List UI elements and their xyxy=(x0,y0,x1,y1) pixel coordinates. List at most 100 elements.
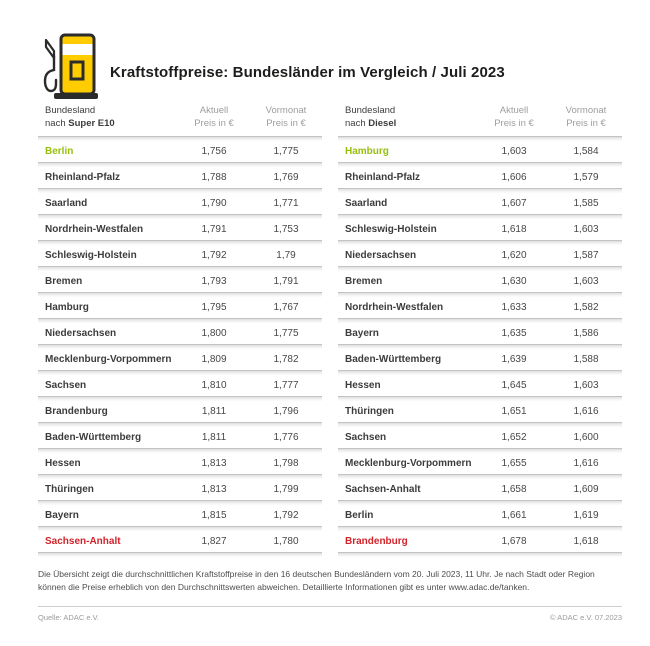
state-name: Schleswig-Holstein xyxy=(45,249,137,261)
state-name: Berlin xyxy=(345,509,374,521)
row-divider xyxy=(38,187,322,193)
row-divider xyxy=(338,551,622,557)
table-row: Nordrhein-Westfalen 1,633 1,582 xyxy=(338,296,622,318)
row-divider xyxy=(338,291,622,297)
current-price: 1,607 xyxy=(501,197,527,209)
previous-price: 1,600 xyxy=(573,431,599,443)
table-row: Mecklenburg-Vorpommern 1,655 1,616 xyxy=(338,452,622,474)
state-name: Saarland xyxy=(45,197,88,209)
table-row: Hamburg 1,603 1,584 xyxy=(338,140,622,162)
current-price: 1,811 xyxy=(201,431,227,443)
table-row: Brandenburg 1,678 1,618 xyxy=(338,530,622,552)
header-divider xyxy=(38,135,322,141)
current-price: 1,795 xyxy=(201,301,227,313)
previous-price: 1,777 xyxy=(273,379,299,391)
row-divider xyxy=(338,421,622,427)
row-divider xyxy=(338,499,622,505)
current-price: 1,810 xyxy=(201,379,227,391)
state-name: Bremen xyxy=(345,275,383,287)
table-row: Baden-Württemberg 1,639 1,588 xyxy=(338,348,622,370)
table-row: Hamburg 1,795 1,767 xyxy=(38,296,322,318)
previous-price: 1,796 xyxy=(273,405,299,417)
table-row: Niedersachsen 1,800 1,775 xyxy=(38,322,322,344)
current-price: 1,661 xyxy=(501,509,527,521)
row-divider xyxy=(38,239,322,245)
previous-price: 1,767 xyxy=(273,301,299,313)
row-divider xyxy=(338,265,622,271)
state-name: Rheinland-Pfalz xyxy=(45,171,121,183)
footnote: Die Übersicht zeigt die durchschnittlich… xyxy=(38,569,595,593)
previous-price: 1,776 xyxy=(273,431,299,443)
state-name: Sachsen xyxy=(45,379,87,391)
current-price: 1,645 xyxy=(501,379,527,391)
column-header-state: Bundesland nach Super E10 xyxy=(45,105,115,129)
state-name: Hessen xyxy=(345,379,381,391)
footer: Quelle: ADAC e.V. © ADAC e.V. 07.2023 xyxy=(38,606,622,622)
copyright-label: © ADAC e.V. 07.2023 xyxy=(550,613,622,622)
state-name: Nordrhein-Westfalen xyxy=(345,301,444,313)
current-price: 1,655 xyxy=(501,457,527,469)
state-name: Berlin xyxy=(45,145,74,157)
state-name: Hamburg xyxy=(345,145,389,157)
previous-price: 1,586 xyxy=(573,327,599,339)
current-price: 1,639 xyxy=(501,353,527,365)
state-name: Thüringen xyxy=(345,405,394,417)
current-price: 1,809 xyxy=(201,353,227,365)
previous-price: 1,585 xyxy=(573,197,599,209)
header: Kraftstoffpreise: Bundesländer im Vergle… xyxy=(38,28,622,102)
row-divider xyxy=(38,369,322,375)
current-price: 1,813 xyxy=(201,457,227,469)
row-divider xyxy=(38,525,322,531)
table-row: Nordrhein-Westfalen 1,791 1,753 xyxy=(38,218,322,240)
table-row: Hessen 1,813 1,798 xyxy=(38,452,322,474)
current-price: 1,827 xyxy=(201,535,227,547)
state-name: Niedersachsen xyxy=(45,327,117,339)
row-divider xyxy=(38,213,322,219)
state-name: Rheinland-Pfalz xyxy=(345,171,421,183)
current-price: 1,606 xyxy=(501,171,527,183)
current-price: 1,800 xyxy=(201,327,227,339)
source-label: Quelle: ADAC e.V. xyxy=(38,613,100,622)
column-header-state: Bundesland nach Diesel xyxy=(345,105,397,129)
previous-price: 1,775 xyxy=(273,145,299,157)
current-price: 1,813 xyxy=(201,483,227,495)
table-row: Thüringen 1,651 1,616 xyxy=(338,400,622,422)
previous-price: 1,588 xyxy=(573,353,599,365)
row-divider xyxy=(338,187,622,193)
previous-price: 1,603 xyxy=(573,223,599,235)
previous-price: 1,619 xyxy=(573,509,599,521)
column-header-current: Aktuell Preis in € xyxy=(194,105,234,129)
table-row: Schleswig-Holstein 1,792 1,79 xyxy=(38,244,322,266)
previous-price: 1,603 xyxy=(573,275,599,287)
current-price: 1,815 xyxy=(201,509,227,521)
row-divider xyxy=(38,447,322,453)
state-name: Bayern xyxy=(45,509,79,521)
table-row: Schleswig-Holstein 1,618 1,603 xyxy=(338,218,622,240)
current-price: 1,635 xyxy=(501,327,527,339)
row-divider xyxy=(38,473,322,479)
previous-price: 1,799 xyxy=(273,483,299,495)
state-name: Mecklenburg-Vorpommern xyxy=(345,457,472,469)
state-name: Sachsen-Anhalt xyxy=(345,483,421,495)
row-divider xyxy=(338,213,622,219)
column-header-current: Aktuell Preis in € xyxy=(494,105,534,129)
previous-price: 1,753 xyxy=(273,223,299,235)
page-title: Kraftstoffpreise: Bundesländer im Vergle… xyxy=(110,64,505,81)
row-divider xyxy=(38,291,322,297)
state-name: Thüringen xyxy=(45,483,94,495)
table-row: Bayern 1,635 1,586 xyxy=(338,322,622,344)
previous-price: 1,771 xyxy=(273,197,299,209)
previous-price: 1,579 xyxy=(573,171,599,183)
state-name: Baden-Württemberg xyxy=(45,431,142,443)
row-divider xyxy=(38,551,322,557)
table-header: Bundesland nach Diesel Aktuell Preis in … xyxy=(338,105,622,136)
state-name: Nordrhein-Westfalen xyxy=(45,223,144,235)
state-name: Sachsen-Anhalt xyxy=(45,535,121,547)
previous-price: 1,780 xyxy=(273,535,299,547)
current-price: 1,651 xyxy=(501,405,527,417)
current-price: 1,788 xyxy=(201,171,227,183)
current-price: 1,620 xyxy=(501,249,527,261)
current-price: 1,658 xyxy=(501,483,527,495)
row-divider xyxy=(338,369,622,375)
table-row: Sachsen-Anhalt 1,827 1,780 xyxy=(38,530,322,552)
